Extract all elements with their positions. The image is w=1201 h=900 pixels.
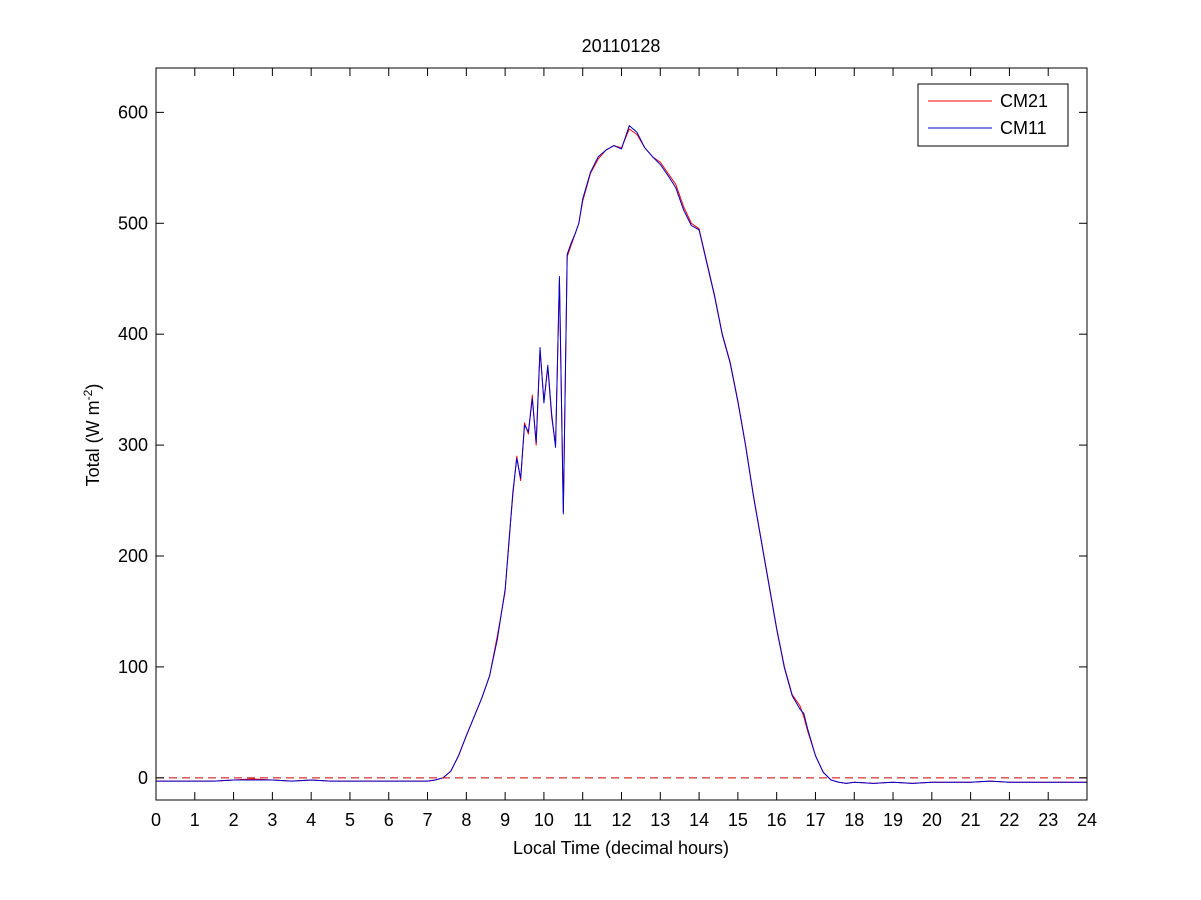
y-axis: 0 100 200 300 400 500 600 [118, 102, 1087, 788]
y-tick-label: 200 [118, 546, 148, 566]
chart-title: 20110128 [582, 36, 661, 56]
x-tick-label: 5 [345, 810, 355, 830]
y-axis-title: Total (W m-2) [81, 384, 103, 487]
x-tick-label: 10 [534, 810, 554, 830]
x-tick-label: 6 [384, 810, 394, 830]
x-axis-title: Local Time (decimal hours) [513, 838, 729, 858]
y-tick-label: 600 [118, 102, 148, 122]
x-tick-label: 7 [423, 810, 433, 830]
x-tick-label: 1 [190, 810, 200, 830]
x-tick-label: 23 [1038, 810, 1058, 830]
legend: CM21 CM11 [917, 83, 1069, 147]
x-tick-label: 8 [461, 810, 471, 830]
legend-box [917, 83, 1069, 147]
x-tick-label: 9 [500, 810, 510, 830]
x-tick-label: 24 [1077, 810, 1097, 830]
x-tick-label: 16 [767, 810, 787, 830]
legend-label-cm11: CM11 [1000, 118, 1047, 138]
legend-label-cm21: CM21 [1000, 91, 1048, 111]
y-axis-title-superscript: -2 [81, 389, 95, 400]
x-tick-label: 14 [689, 810, 709, 830]
x-axis: 0 1 2 3 4 5 6 7 8 9 10 11 12 13 14 15 16 17 18 19 20 21 22 23 24 [151, 68, 1097, 830]
series-line-cm11 [156, 125, 1087, 784]
x-tick-label: 2 [229, 810, 239, 830]
x-tick-label: 20 [922, 810, 942, 830]
x-tick-label: 11 [573, 810, 592, 830]
y-tick-label: 300 [118, 435, 148, 455]
y-axis-title-base: Total (W m [83, 400, 103, 486]
x-tick-label: 4 [306, 810, 316, 830]
y-tick-label: 400 [118, 324, 148, 344]
y-axis-title-close: ) [83, 384, 103, 390]
y-tick-label: 100 [118, 657, 148, 677]
x-tick-label: 12 [611, 810, 631, 830]
x-tick-label: 3 [267, 810, 277, 830]
x-tick-label: 18 [844, 810, 864, 830]
x-tick-label: 17 [805, 810, 825, 830]
plot-area [156, 68, 1087, 800]
x-tick-label: 0 [151, 810, 161, 830]
x-tick-label: 22 [999, 810, 1019, 830]
series-layer [156, 125, 1087, 784]
y-tick-label: 500 [118, 213, 148, 233]
x-tick-label: 13 [650, 810, 670, 830]
x-tick-label: 19 [883, 810, 903, 830]
x-tick-label: 21 [961, 810, 981, 830]
x-tick-label: 15 [728, 810, 748, 830]
y-tick-label: 0 [138, 768, 148, 788]
